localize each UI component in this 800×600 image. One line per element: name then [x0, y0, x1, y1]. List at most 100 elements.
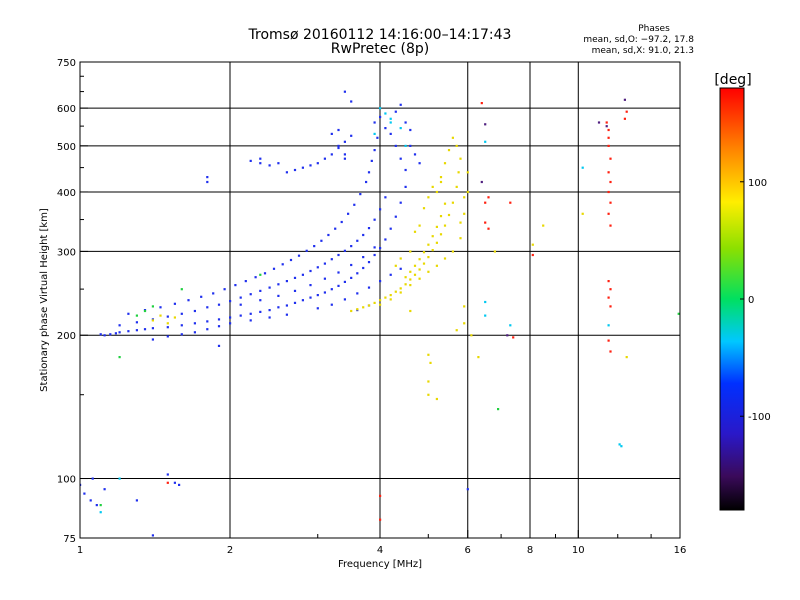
- data-point: [484, 300, 487, 304]
- data-point: [89, 499, 92, 502]
- data-point: [229, 300, 232, 303]
- data-point: [609, 305, 612, 308]
- data-point: [484, 314, 487, 317]
- data-point: [343, 153, 346, 156]
- data-point: [409, 309, 412, 313]
- data-point: [285, 171, 288, 174]
- data-point: [103, 488, 106, 491]
- data-point: [343, 298, 346, 301]
- data-point: [217, 318, 221, 321]
- data-point: [91, 477, 94, 480]
- data-point: [159, 306, 162, 309]
- data-point: [323, 262, 326, 265]
- data-point: [609, 180, 612, 184]
- data-point: [404, 121, 407, 124]
- x-axis-label: Frequency [MHz]: [338, 559, 422, 570]
- data-point: [373, 121, 376, 124]
- data-point: [343, 90, 346, 93]
- data-point: [151, 305, 154, 308]
- data-point: [309, 269, 312, 273]
- data-point: [367, 304, 371, 307]
- data-point: [313, 245, 316, 248]
- data-point: [316, 294, 319, 297]
- data-point: [206, 180, 209, 184]
- data-point: [384, 127, 387, 130]
- data-point: [443, 224, 447, 227]
- data-point: [389, 121, 392, 124]
- data-point: [581, 212, 584, 215]
- data-point: [350, 245, 353, 248]
- data-point: [316, 162, 319, 165]
- data-point: [127, 312, 130, 315]
- data-point: [531, 253, 534, 257]
- data-point: [607, 324, 610, 327]
- data-point: [439, 233, 443, 236]
- data-point: [330, 258, 333, 261]
- x-tick-label: 4: [377, 545, 383, 556]
- data-point: [422, 207, 426, 210]
- data-point: [166, 335, 169, 338]
- x-tick-label: 10: [572, 545, 585, 556]
- data-point: [609, 288, 612, 291]
- data-point: [259, 299, 262, 302]
- data-point: [143, 328, 147, 331]
- data-point: [509, 324, 512, 327]
- data-point: [418, 258, 421, 261]
- data-point: [151, 327, 154, 330]
- data-point: [399, 103, 402, 106]
- chart-title: Tromsø 20160112 14:16:00–14:17:43: [248, 27, 512, 43]
- data-point: [506, 334, 509, 337]
- data-point: [379, 299, 382, 302]
- data-point: [350, 276, 353, 279]
- data-point: [409, 250, 412, 253]
- data-point: [418, 277, 421, 280]
- data-point: [337, 271, 340, 274]
- data-point: [166, 326, 169, 329]
- data-points: [80, 90, 680, 537]
- data-point: [389, 298, 392, 301]
- data-point: [427, 380, 430, 383]
- data-point: [223, 288, 226, 291]
- data-point: [404, 276, 407, 279]
- colorbar-tick-label: 0: [748, 295, 754, 306]
- data-point: [379, 280, 382, 283]
- data-point: [340, 220, 343, 224]
- data-point: [413, 230, 417, 233]
- data-point: [625, 356, 628, 359]
- data-point: [427, 243, 430, 246]
- data-point: [609, 224, 612, 227]
- data-point: [277, 294, 280, 297]
- y-axis-label: Stationary phase Virtual Height [km]: [39, 208, 50, 392]
- data-point: [166, 315, 169, 318]
- data-point: [135, 314, 138, 317]
- data-point: [379, 208, 382, 211]
- data-point: [297, 254, 301, 257]
- data-point: [337, 284, 340, 287]
- data-point: [487, 227, 490, 230]
- data-point: [259, 289, 262, 292]
- data-point: [413, 153, 417, 156]
- data-point: [206, 306, 209, 309]
- data-point: [173, 302, 176, 305]
- data-point: [350, 263, 353, 267]
- data-point: [451, 136, 454, 139]
- data-point: [118, 324, 121, 327]
- y-tick-label: 100: [57, 475, 76, 486]
- data-point: [337, 144, 340, 147]
- colorbar-tick-label: -100: [748, 412, 771, 423]
- data-point: [422, 251, 426, 254]
- y-tick-label: 75: [63, 534, 76, 545]
- data-point: [487, 196, 490, 199]
- data-point: [394, 144, 397, 147]
- data-point: [166, 473, 169, 476]
- data-point: [484, 201, 487, 204]
- data-point: [263, 272, 267, 275]
- data-point: [409, 128, 412, 132]
- data-point: [435, 397, 438, 401]
- data-point: [422, 262, 426, 265]
- data-point: [399, 257, 402, 260]
- data-point: [463, 305, 466, 308]
- data-point: [404, 144, 407, 147]
- y-tick-label: 400: [57, 188, 76, 199]
- data-point: [309, 296, 312, 299]
